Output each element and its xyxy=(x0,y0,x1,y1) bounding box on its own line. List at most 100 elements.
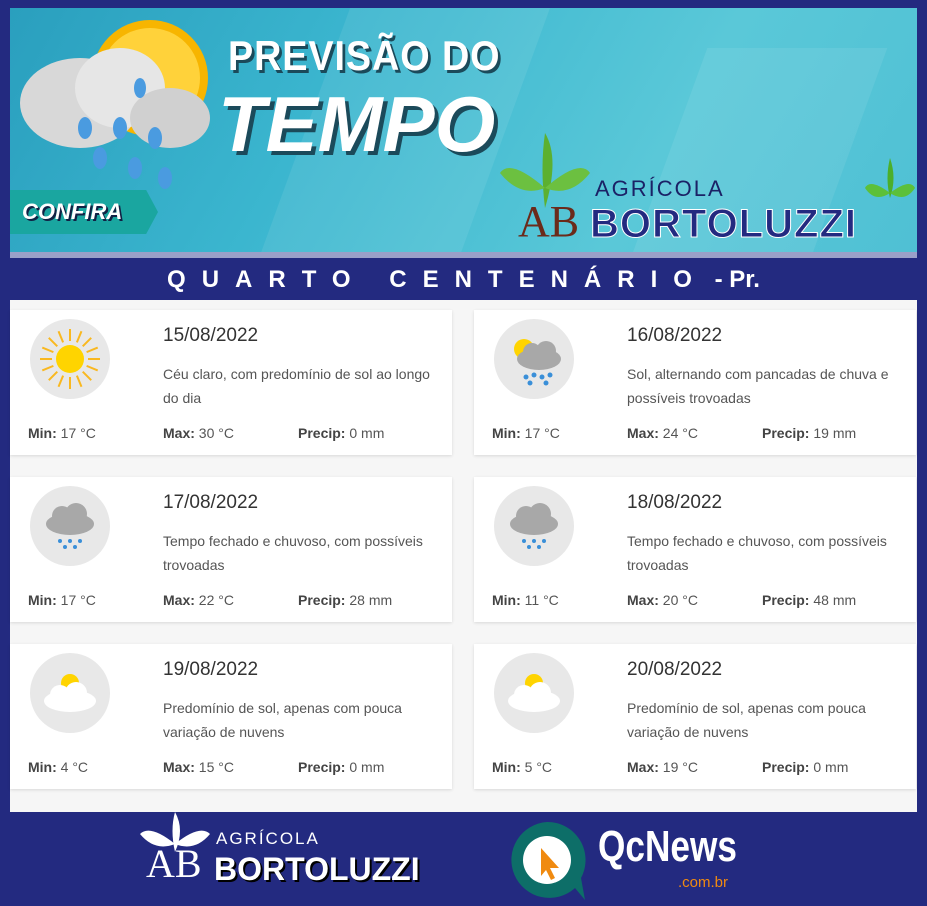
qcnews-name: QcNews xyxy=(598,822,737,871)
city-name: QUARTO CENTENÁRIO xyxy=(167,266,708,293)
precip-label: Precip: xyxy=(298,592,346,608)
max-label: Max: xyxy=(163,425,195,441)
precipitation: Precip: 19 mm xyxy=(762,424,856,442)
max-label: Max: xyxy=(163,759,195,775)
min-temp: Min: 5 °C xyxy=(492,758,552,776)
max-label: Max: xyxy=(627,425,659,441)
forecast-date: 20/08/2022 xyxy=(627,659,723,680)
forecast-date: 18/08/2022 xyxy=(627,492,723,513)
forecast-card: 17/08/2022 Tempo fechado e chuvoso, com … xyxy=(10,477,452,622)
qcnews-logo-icon xyxy=(511,821,586,900)
footer xyxy=(0,812,927,906)
weather-icon-circle xyxy=(30,653,110,733)
min-label: Min: xyxy=(28,592,57,608)
sun-cloud-icon xyxy=(508,674,560,712)
min-value: 5 °C xyxy=(524,759,553,775)
precip-value: 28 mm xyxy=(349,592,393,608)
rain-cloud-icon xyxy=(510,503,558,549)
precip-label: Precip: xyxy=(762,425,810,441)
forecast-date: 16/08/2022 xyxy=(627,325,723,346)
footer-brand-small: AGRÍCOLA xyxy=(216,829,320,848)
state: - Pr. xyxy=(714,266,760,293)
footer-brand-mark: AB xyxy=(146,841,202,886)
forecast-description: Céu claro, com predomínio de sol ao long… xyxy=(163,366,430,406)
forecast-description: Tempo fechado e chuvoso, com possíveis t… xyxy=(627,533,887,573)
forecast-date: 17/08/2022 xyxy=(163,492,259,513)
min-value: 17 °C xyxy=(60,425,96,441)
max-value: 22 °C xyxy=(198,592,234,608)
precipitation: Precip: 48 mm xyxy=(762,591,856,609)
max-value: 15 °C xyxy=(198,759,234,775)
sun-rain-cloud-icon xyxy=(20,20,210,189)
divider xyxy=(10,252,917,258)
precip-value: 19 mm xyxy=(813,425,857,441)
confira-badge: CONFIRA xyxy=(10,190,158,234)
forecast-card: 15/08/2022 Céu claro, com predomínio de … xyxy=(10,310,452,455)
precipitation: Precip: 28 mm xyxy=(298,591,392,609)
footer-brand-big: BORTOLUZZI xyxy=(214,851,420,887)
weather-icon-circle xyxy=(494,319,574,399)
precip-label: Precip: xyxy=(298,759,346,775)
forecast-date: 15/08/2022 xyxy=(163,325,259,346)
min-value: 4 °C xyxy=(60,759,89,775)
max-label: Max: xyxy=(627,592,659,608)
forecast-card: 18/08/2022 Tempo fechado e chuvoso, com … xyxy=(474,477,916,622)
sprout-icon xyxy=(865,158,915,198)
min-label: Min: xyxy=(492,592,521,608)
min-label: Min: xyxy=(492,425,521,441)
weather-icon-circle xyxy=(494,653,574,733)
min-temp: Min: 17 °C xyxy=(28,591,96,609)
min-value: 11 °C xyxy=(524,592,559,608)
precip-value: 0 mm xyxy=(813,759,849,775)
max-label: Max: xyxy=(627,759,659,775)
sun-icon xyxy=(40,329,100,389)
precipitation: Precip: 0 mm xyxy=(762,758,848,776)
precip-value: 0 mm xyxy=(349,759,385,775)
max-label: Max: xyxy=(163,592,195,608)
qcnews-domain: .com.br xyxy=(678,874,729,891)
rain-cloud-icon xyxy=(46,503,94,549)
title-line1: PREVISÃO DO xyxy=(228,32,501,79)
sun-cloud-icon xyxy=(44,674,96,712)
weather-icon-circle xyxy=(494,486,574,566)
weather-icon-circle xyxy=(30,486,110,566)
precipitation: Precip: 0 mm xyxy=(298,424,384,442)
max-temp: Max: 24 °C xyxy=(627,424,698,442)
max-value: 24 °C xyxy=(662,425,698,441)
min-temp: Min: 17 °C xyxy=(28,424,96,442)
min-temp: Min: 11 °C xyxy=(492,591,559,609)
precip-value: 48 mm xyxy=(813,592,857,608)
min-temp: Min: 4 °C xyxy=(28,758,88,776)
max-value: 20 °C xyxy=(662,592,698,608)
forecast-date: 19/08/2022 xyxy=(163,659,259,680)
max-temp: Max: 30 °C xyxy=(163,424,234,442)
forecast-description: Predomínio de sol, apenas com pouca vari… xyxy=(163,700,402,740)
weather-icon-circle xyxy=(30,319,110,399)
brand-small: AGRÍCOLA xyxy=(595,176,725,201)
min-value: 17 °C xyxy=(60,592,96,608)
title-line2: TEMPO xyxy=(218,80,496,168)
min-temp: Min: 17 °C xyxy=(492,424,560,442)
leaf-logo-icon xyxy=(500,133,590,208)
brand-big: BORTOLUZZI xyxy=(589,202,858,246)
precipitation: Precip: 0 mm xyxy=(298,758,384,776)
sun-rain-cloud-icon xyxy=(514,339,561,386)
header-banner: PREVISÃO DO TEMPO CONFIRA AB AGRÍCOLA BO… xyxy=(10,8,917,254)
max-temp: Max: 22 °C xyxy=(163,591,234,609)
brand-mark: AB xyxy=(518,197,580,246)
precip-label: Precip: xyxy=(298,425,346,441)
forecast-description: Tempo fechado e chuvoso, com possíveis t… xyxy=(163,533,423,573)
forecast-card: 19/08/2022 Predomínio de sol, apenas com… xyxy=(10,644,452,789)
precip-label: Precip: xyxy=(762,759,810,775)
min-label: Min: xyxy=(28,425,57,441)
precip-value: 0 mm xyxy=(349,425,385,441)
forecast-card: 16/08/2022 Sol, alternando com pancadas … xyxy=(474,310,916,455)
location-title: QUARTO CENTENÁRIO - Pr. xyxy=(0,258,927,300)
max-value: 30 °C xyxy=(198,425,234,441)
precip-label: Precip: xyxy=(762,592,810,608)
max-temp: Max: 19 °C xyxy=(627,758,698,776)
min-value: 17 °C xyxy=(524,425,560,441)
forecast-card: 20/08/2022 Predomínio de sol, apenas com… xyxy=(474,644,916,789)
max-temp: Max: 15 °C xyxy=(163,758,234,776)
min-label: Min: xyxy=(492,759,521,775)
